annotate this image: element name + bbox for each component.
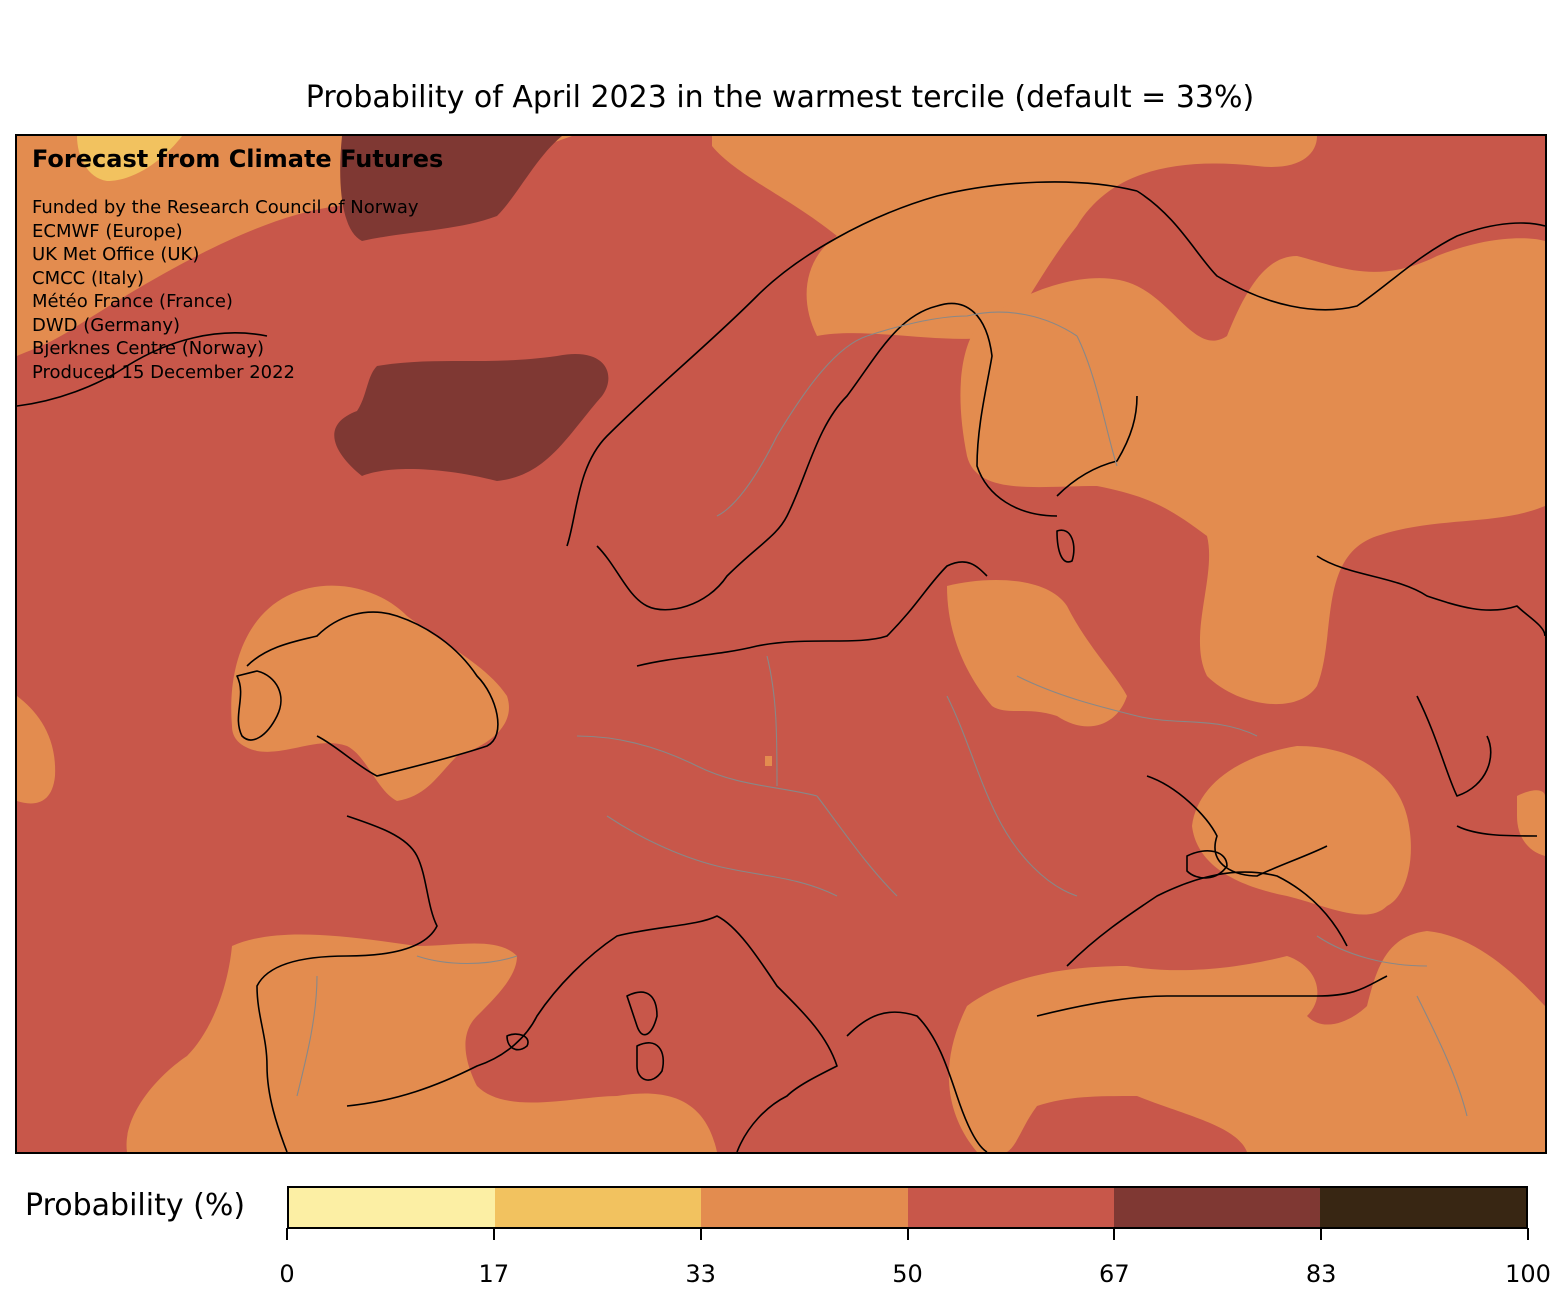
coastlines [17, 181, 1545, 1152]
credit-line: DWD (Germany) [32, 314, 181, 336]
probability-map [17, 136, 1545, 1152]
colorbar-tick-label: 33 [685, 1260, 716, 1288]
colorbar [287, 1186, 1528, 1229]
page-title: Probability of April 2023 in the warmest… [305, 80, 1255, 115]
credit-line: Funded by the Research Council of Norway [32, 197, 419, 218]
colorbar-tick-label: 0 [279, 1260, 295, 1288]
colorbar-tick-label: 83 [1305, 1260, 1337, 1288]
credit-line: Produced 15 December 2022 [32, 361, 296, 383]
field-33-50-zones [17, 136, 1545, 1152]
credit-line: CMCC (Italy) [32, 267, 145, 289]
colorbar-label: Probability (%) [25, 1188, 246, 1223]
credit-line: Bjerknes Centre (Norway) [32, 338, 265, 359]
country-borders [296, 311, 1468, 1117]
colorbar-tick-label: 100 [1505, 1260, 1551, 1288]
credit-line: ECMWF (Europe) [32, 220, 183, 242]
colorbar-tick-label: 17 [478, 1260, 510, 1288]
colorbar-tick-label: 50 [892, 1260, 923, 1288]
map-heading: Forecast from Climate Futures [32, 145, 444, 173]
colorbar-segment [289, 1188, 496, 1227]
field-17-33-zone [77, 136, 182, 181]
colorbar-segment [495, 1188, 702, 1227]
colorbar-segment [907, 1188, 1114, 1227]
field-67-83-zones [334, 136, 609, 481]
colorbar-tick-label: 67 [1099, 1260, 1130, 1288]
credit-line: UK Met Office (UK) [32, 244, 200, 265]
credits-block: Funded by the Research Council of Norway… [32, 196, 419, 384]
colorbar-segment [701, 1188, 908, 1227]
colorbar-segment [1319, 1188, 1527, 1227]
field-33-50-speck [765, 756, 772, 766]
map-frame: Forecast from Climate Futures Funded by … [15, 134, 1547, 1154]
colorbar-ticks: 0 17 33 50 67 83 100 [279, 1228, 1551, 1288]
colorbar-segment [1113, 1188, 1320, 1227]
credit-line: Météo France (France) [32, 291, 233, 312]
